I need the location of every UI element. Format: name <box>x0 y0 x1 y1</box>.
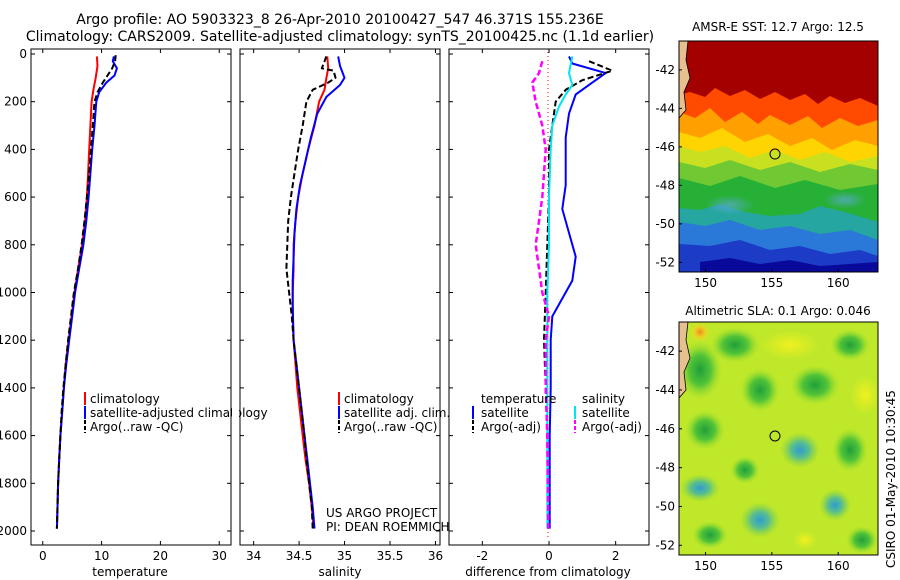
legend-label-sal-satellite: satellite <box>582 406 630 420</box>
temperature-axis-label: temperature <box>92 565 167 579</box>
lon-tick-label: 155 <box>760 559 783 573</box>
chart-title-line2: Climatology: CARS2009. Satellite-adjuste… <box>25 29 655 45</box>
lat-tick-label: -48 <box>655 178 675 192</box>
x-tick-label: 10 <box>94 549 109 563</box>
lat-tick-label: -48 <box>655 461 675 475</box>
x-tick-label: 2 <box>612 549 620 563</box>
depth-tick-label: 1200 <box>0 333 27 347</box>
x-tick-label: 0 <box>39 549 47 563</box>
lon-tick-label: 150 <box>694 559 717 573</box>
x-tick-label: 20 <box>153 549 168 563</box>
lat-tick-label: -52 <box>655 538 675 552</box>
lat-tick-label: -46 <box>655 140 675 154</box>
depth-tick-label: 1800 <box>0 476 27 490</box>
depth-tick-label: 800 <box>4 238 27 252</box>
legend-label-temp-satellite: satellite <box>481 406 529 420</box>
depth-tick-label: 1000 <box>0 286 27 300</box>
x-tick-label: 35 <box>337 549 352 563</box>
x-tick-label: 34 <box>246 549 261 563</box>
chart-title-line1: Argo profile: AO 5903323_8 26-Apr-2010 2… <box>76 12 604 28</box>
legend-label-sal-argo: Argo(-adj) <box>582 420 642 434</box>
depth-tick-label: 400 <box>4 142 27 156</box>
depth-tick-label: 2000 <box>0 524 27 538</box>
depth-tick-label: 0 <box>19 47 27 61</box>
lon-tick-label: 160 <box>827 559 850 573</box>
lon-tick-label: 155 <box>760 276 783 290</box>
sla-map-title: Altimetric SLA: 0.1 Argo: 0.046 <box>685 304 870 318</box>
x-tick-label: 35.5 <box>377 549 404 563</box>
lat-tick-label: -42 <box>655 63 675 77</box>
salinity-axis-label: salinity <box>318 565 361 579</box>
lat-tick-label: -44 <box>655 101 675 115</box>
sla-map <box>679 322 878 555</box>
difference-axis-label: difference from climatology <box>465 565 631 579</box>
depth-tick-label: 600 <box>4 190 27 204</box>
lat-tick-label: -44 <box>655 383 675 397</box>
x-tick-label: 36 <box>428 549 443 563</box>
x-tick-label: 34.5 <box>286 549 313 563</box>
sal-argo-diff-line <box>531 60 551 529</box>
legend-label-satellite: satellite-adjusted climatology <box>90 406 268 420</box>
lon-tick-label: 150 <box>694 276 717 290</box>
lat-tick-label: -50 <box>655 499 675 513</box>
legend-label-temp-argo: Argo(-adj) <box>481 420 541 434</box>
x-tick-label: -2 <box>476 549 488 563</box>
sst-map <box>679 41 878 272</box>
legend-label-climatology: climatology <box>90 392 160 406</box>
lat-tick-label: -46 <box>655 422 675 436</box>
difference-legend: temperature satellite Argo(-adj) salinit… <box>472 392 642 434</box>
legend-overflow-mask <box>232 404 239 422</box>
sst-map-title: AMSR-E SST: 12.7 Argo: 12.5 <box>692 20 864 34</box>
credit-label: CSIRO 01-May-2010 10:30:45 <box>884 390 898 568</box>
argo-location-marker <box>769 430 781 442</box>
legend-label-satellite: satellite adj. clim. <box>344 406 450 420</box>
x-tick-label: 30 <box>212 549 227 563</box>
legend-label-argo: Argo(..raw -QC) <box>90 420 183 434</box>
salinity-legend: climatology satellite adj. clim. Argo(..… <box>338 392 450 434</box>
temperature-panel <box>30 48 232 546</box>
depth-tick-label: 1400 <box>0 381 27 395</box>
lat-tick-label: -52 <box>655 255 675 269</box>
legend-label-argo: Argo(..raw -QC) <box>344 420 437 434</box>
argo-location-marker <box>769 148 781 160</box>
argo-line <box>55 55 117 529</box>
lon-tick-label: 160 <box>827 276 850 290</box>
legend-header-salinity: salinity <box>582 392 625 406</box>
depth-tick-label: 200 <box>4 95 27 109</box>
x-tick-label: 0 <box>545 549 553 563</box>
project-name: US ARGO PROJECT <box>326 506 438 520</box>
lat-tick-label: -50 <box>655 217 675 231</box>
argo-line <box>285 56 337 529</box>
project-pi: PI: DEAN ROEMMICH <box>326 520 449 534</box>
lat-tick-label: -42 <box>655 344 675 358</box>
depth-tick-label: 1600 <box>0 429 27 443</box>
salinity-panel <box>239 48 441 546</box>
temperature-legend: climatology satellite-adjusted climatolo… <box>84 392 268 434</box>
legend-label-climatology: climatology <box>344 392 414 406</box>
legend-header-temperature: temperature <box>481 392 556 406</box>
temp-satellite-diff-line <box>548 55 607 529</box>
